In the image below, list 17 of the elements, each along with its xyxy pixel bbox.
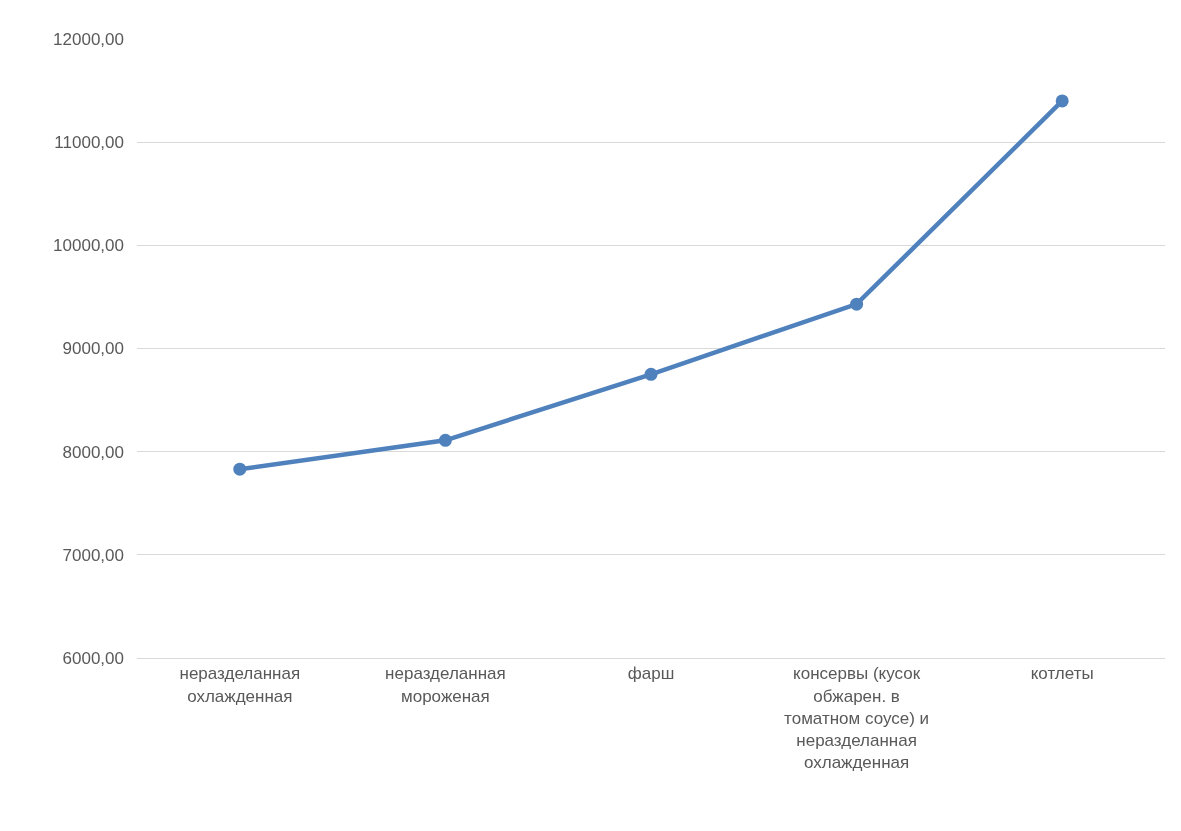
point (1055, 94, 1069, 108)
point (438, 433, 452, 447)
y-tick-label: 12000,00 (53, 29, 124, 49)
x-tick-label: котлеты (1030, 664, 1094, 684)
x-tick-label: неразделанная мороженая (385, 664, 506, 706)
y-tick-label: 9000,00 (62, 339, 124, 359)
x-tick-label: неразделанная охлажденная (179, 664, 301, 706)
x-tick-label: фарш (627, 664, 675, 684)
y-tick-label: 6000,00 (62, 648, 124, 668)
point (850, 297, 864, 311)
y-tick-label: 8000,00 (62, 442, 124, 462)
point (233, 462, 247, 476)
y-tick-label: 10000,00 (53, 236, 124, 256)
point (644, 367, 658, 381)
y-tick-label: 11000,00 (54, 133, 124, 153)
x-tick-label: консервы (кусок обжарен. в томатном соусе) и неразделанная охлажденная (784, 664, 930, 772)
y-tick-label: 7000,00 (62, 545, 124, 565)
